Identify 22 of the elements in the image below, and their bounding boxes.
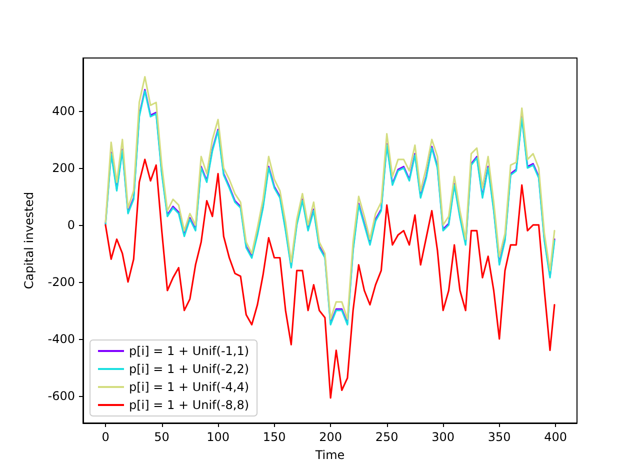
legend-label: p[i] = 1 + Unif(-8,8): [129, 398, 250, 412]
y-tick-label: 200: [52, 160, 75, 175]
y-tick-label: -600: [48, 388, 75, 403]
legend-label: p[i] = 1 + Unif(-2,2): [129, 362, 250, 376]
x-tick-label: 400: [544, 430, 568, 444]
y-tick-label: -200: [48, 274, 75, 289]
y-tick-label: -400: [48, 332, 75, 346]
x-tick-label: 50: [154, 430, 170, 444]
x-tick-label: 350: [488, 430, 511, 444]
x-tick-label: 0: [102, 430, 110, 444]
y-tick-label: 0: [67, 218, 75, 232]
x-axis-title: Time: [314, 448, 345, 462]
x-tick-label: 300: [432, 430, 455, 444]
x-tick-label: 100: [206, 430, 230, 444]
line-series: [104, 158, 556, 399]
y-tick-label: 400: [52, 104, 75, 118]
x-tick-label: 200: [319, 430, 342, 444]
x-tick-label: 250: [375, 430, 398, 444]
y-axis-title: Capital invested: [22, 192, 36, 290]
legend-label: p[i] = 1 + Unif(-1,1): [129, 344, 250, 358]
x-tick-label: 150: [262, 430, 286, 444]
legend-label: p[i] = 1 + Unif(-4,4): [129, 380, 250, 394]
